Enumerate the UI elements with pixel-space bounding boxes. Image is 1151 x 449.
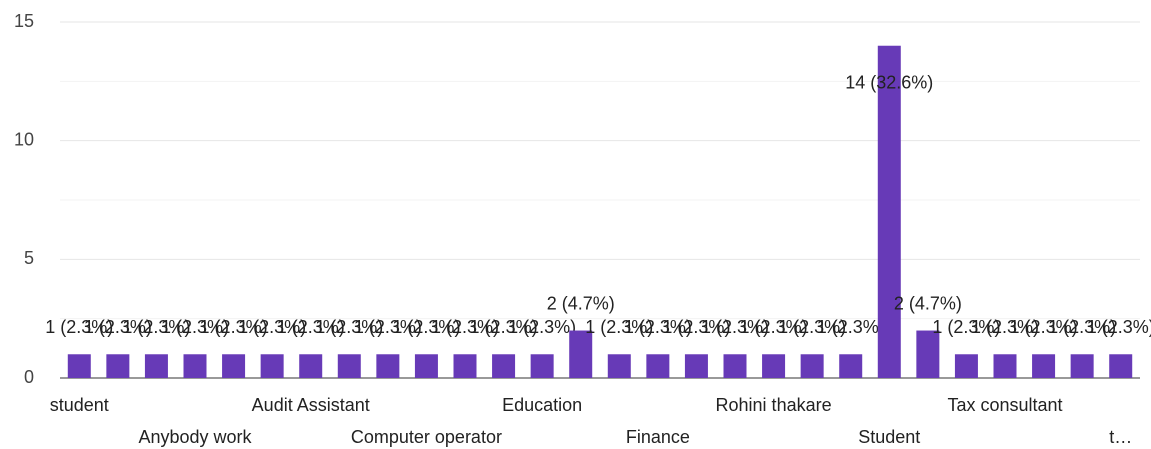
bar	[762, 354, 786, 378]
data-label: 1 (2.3%)	[470, 317, 538, 337]
data-label: 1 (2.3%)	[200, 317, 268, 337]
bar	[376, 354, 400, 378]
bar	[607, 354, 631, 378]
bar	[1070, 354, 1094, 378]
bar	[144, 354, 168, 378]
data-label: 1 (2.3%)	[662, 317, 730, 337]
data-label: 1 (2.3%)	[238, 317, 306, 337]
bar	[800, 354, 824, 378]
data-label: 1 (2.3%)	[778, 317, 846, 337]
data-label: 1 (2.3%)	[1048, 317, 1116, 337]
y-tick-label: 0	[24, 367, 34, 387]
bar	[299, 354, 323, 378]
bar	[646, 354, 670, 378]
y-tick-label: 5	[24, 248, 34, 268]
data-label: 2 (4.7%)	[894, 293, 962, 313]
data-label: 1 (2.3%)	[740, 317, 808, 337]
data-label: 1 (2.3%)	[161, 317, 229, 337]
bar	[1032, 354, 1056, 378]
bar	[492, 354, 516, 378]
data-label: 1 (2.3%)	[624, 317, 692, 337]
y-tick-label: 15	[14, 11, 34, 31]
x-tick-label: Anybody work	[138, 427, 252, 447]
data-label: 1 (2.3%)	[277, 317, 345, 337]
bar	[414, 354, 438, 378]
bar	[684, 354, 708, 378]
x-tick-label: t…	[1109, 427, 1132, 447]
x-tick-label: Tax consultant	[947, 395, 1062, 415]
bar	[839, 354, 863, 378]
bar	[877, 45, 901, 378]
x-tick-label: student	[50, 395, 109, 415]
bar	[993, 354, 1017, 378]
bar	[916, 330, 940, 378]
bar	[453, 354, 477, 378]
x-tick-label: Audit Assistant	[252, 395, 370, 415]
data-label: 1 (2.3%)	[585, 317, 653, 337]
bar	[723, 354, 747, 378]
bar	[337, 354, 361, 378]
data-label: 1 (2.3%)	[1010, 317, 1078, 337]
data-label: 1 (2.3%)	[508, 317, 576, 337]
bar	[67, 354, 91, 378]
data-label: 1 (2.3%)	[971, 317, 1039, 337]
data-label: 1 (2.3%)	[392, 317, 460, 337]
data-label: 1 (2.3%)	[315, 317, 383, 337]
data-label: 1 (2.3%)	[932, 317, 1000, 337]
x-tick-label: Computer operator	[351, 427, 502, 447]
bar	[954, 354, 978, 378]
x-tick-label: Education	[502, 395, 582, 415]
y-tick-label: 10	[14, 129, 34, 149]
bar	[222, 354, 246, 378]
data-label: 1 (2.3%)	[354, 317, 422, 337]
bar	[260, 354, 284, 378]
data-label: 1 (2.3%)	[84, 317, 152, 337]
bar	[106, 354, 130, 378]
bar	[183, 354, 207, 378]
bar	[569, 330, 593, 378]
data-label: 2 (4.7%)	[547, 293, 615, 313]
data-label: 1 (2.3%)	[122, 317, 190, 337]
data-label: 14 (32.6%)	[845, 72, 933, 92]
x-tick-label: Rohini thakare	[716, 395, 832, 415]
data-label: 1 (2.3%)	[701, 317, 769, 337]
data-label: 1 (2.3%)	[45, 317, 113, 337]
bar	[1109, 354, 1133, 378]
data-label: 1 (2.3%)	[817, 317, 885, 337]
data-label: 1 (2.3%)	[1087, 317, 1151, 337]
x-tick-label: Student	[858, 427, 920, 447]
data-label: 1 (2.3%)	[431, 317, 499, 337]
bar	[530, 354, 554, 378]
x-tick-label: Finance	[626, 427, 690, 447]
